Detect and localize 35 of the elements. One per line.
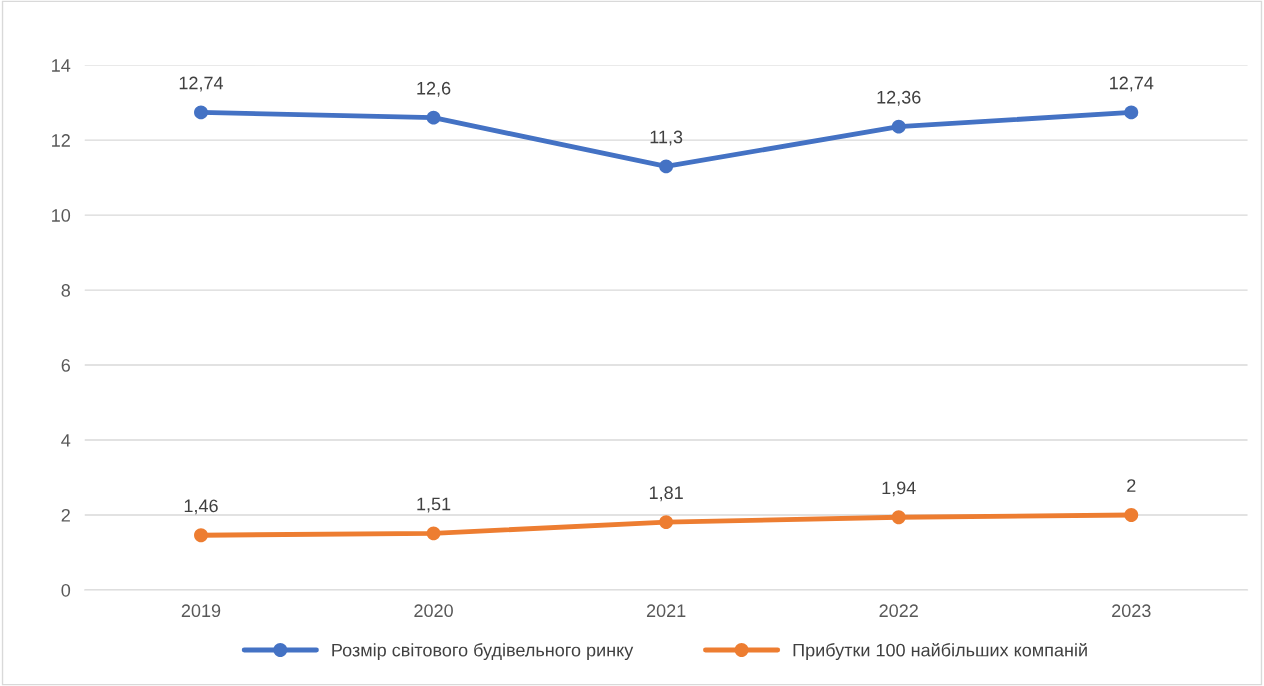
- point: [891, 510, 906, 525]
- point: [1124, 105, 1139, 120]
- x-tick-label: 2020: [414, 604, 453, 618]
- data-label: 2: [1127, 479, 1136, 492]
- x-tick-label: 2023: [1112, 604, 1151, 618]
- point: [659, 159, 674, 174]
- point: [194, 105, 208, 120]
- data-label: 12,6: [417, 81, 451, 97]
- point: [426, 526, 441, 541]
- data-label: 1,81: [649, 486, 683, 502]
- point: [426, 110, 441, 125]
- y-tick-label: 8: [61, 284, 71, 297]
- x-tick-label: 2022: [879, 604, 918, 618]
- point: [891, 119, 906, 134]
- x-tick-label: 2019: [181, 604, 221, 618]
- x-tick-label: 2021: [646, 604, 686, 618]
- data-label: 11,3: [650, 130, 683, 146]
- data-label: 1,51: [417, 497, 451, 513]
- data-label: 1,94: [882, 481, 916, 497]
- point: [194, 528, 208, 543]
- y-tick-label: 4: [61, 434, 71, 447]
- data-label: 1,46: [184, 499, 218, 515]
- y-tick-label: 0: [61, 583, 71, 597]
- y-tick-label: 14: [52, 59, 71, 72]
- point: [659, 515, 674, 530]
- legend-label: Прибутки 100 найбільших компаній: [793, 642, 1087, 661]
- y-tick-label: 2: [61, 508, 70, 522]
- data-label: 12,74: [1110, 76, 1154, 92]
- data-label: 12,74: [179, 76, 224, 92]
- y-tick-label: 10: [52, 209, 71, 222]
- point: [1124, 508, 1139, 522]
- y-tick-label: 6: [61, 358, 71, 372]
- y-tick-label: 12: [52, 134, 70, 147]
- legend-label: Розмір світового будівельного ринку: [332, 643, 634, 661]
- data-label: 12,36: [877, 90, 921, 106]
